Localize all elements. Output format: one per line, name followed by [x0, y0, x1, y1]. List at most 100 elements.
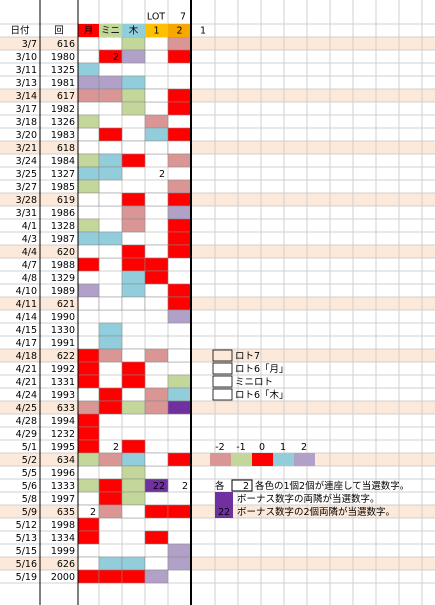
- cell: [144, 140, 169, 155]
- draw-number: 1988: [51, 260, 75, 271]
- date: 3/18: [16, 117, 37, 128]
- cell: [144, 556, 169, 571]
- cell: [77, 439, 100, 454]
- cell: [167, 400, 192, 415]
- cell: [98, 244, 123, 259]
- date: 5/13: [16, 533, 37, 544]
- header-label: 1: [200, 26, 206, 37]
- header-label: 2: [176, 26, 182, 37]
- cell: [144, 88, 169, 103]
- draw-number: 1980: [51, 52, 75, 63]
- legend-label: ロト6「月」: [235, 364, 289, 375]
- scale-swatch: [273, 453, 294, 466]
- date: 4/14: [16, 312, 37, 323]
- scale-swatch: [210, 453, 231, 466]
- cell: [144, 244, 169, 259]
- date: 5/15: [16, 546, 37, 557]
- cell: [98, 127, 123, 142]
- header-lot-num: 7: [180, 12, 186, 23]
- date: 4/21: [16, 364, 37, 375]
- cell: [98, 75, 123, 90]
- date: 5/19: [16, 572, 37, 583]
- date: 5/2: [22, 455, 37, 466]
- cell: [144, 114, 169, 129]
- cell: [167, 504, 192, 519]
- cell: [144, 530, 169, 545]
- cell-text: 2: [182, 481, 188, 492]
- date: 5/16: [16, 559, 37, 570]
- date: 3/25: [16, 169, 37, 180]
- draw-number: 619: [57, 195, 75, 206]
- cell: [121, 283, 146, 298]
- cell: [144, 504, 169, 519]
- cell: [77, 517, 100, 532]
- draw-number: 1983: [51, 130, 75, 141]
- cell: [121, 465, 146, 480]
- cell: [121, 491, 146, 506]
- header-cell: [99, 24, 122, 37]
- date: 4/18: [16, 351, 37, 362]
- cell: [167, 205, 192, 220]
- note-box-text: 22: [218, 507, 230, 518]
- cell: [121, 218, 146, 233]
- date: 5/1: [22, 442, 37, 453]
- draw-number: 1987: [51, 234, 75, 245]
- cell: [98, 504, 123, 519]
- note-box: [215, 505, 233, 518]
- draw-number: 617: [57, 91, 75, 102]
- date: 4/7: [22, 260, 37, 271]
- cell: [144, 478, 169, 493]
- draw-number: 1331: [51, 377, 75, 388]
- date: 3/21: [16, 143, 37, 154]
- cell: [167, 127, 192, 142]
- cell: [167, 101, 192, 116]
- header-cell: [122, 24, 145, 37]
- draw-number: 1325: [51, 65, 75, 76]
- cell: [144, 452, 169, 467]
- cell: [77, 88, 100, 103]
- date: 4/25: [16, 403, 37, 414]
- date: 4/8: [22, 273, 37, 284]
- cell: [144, 270, 169, 285]
- cell: [144, 569, 169, 584]
- date: 4/10: [16, 286, 37, 297]
- cell-text: 2: [113, 52, 119, 63]
- cell: [167, 543, 192, 558]
- cell: [121, 478, 146, 493]
- date: 3/20: [16, 130, 37, 141]
- cell: [77, 374, 100, 389]
- cell: [167, 283, 192, 298]
- cell: [98, 231, 123, 246]
- draw-number: 1989: [51, 286, 75, 297]
- cell: [77, 452, 100, 467]
- scale-label: -2: [215, 442, 224, 453]
- draw-number: 1981: [51, 78, 75, 89]
- cell: [121, 361, 146, 376]
- legend-label: ミニロト: [235, 377, 273, 388]
- cell: [121, 192, 146, 207]
- date: 3/10: [16, 52, 37, 63]
- cell: [77, 361, 100, 376]
- date: 3/28: [16, 195, 37, 206]
- cell: [167, 49, 192, 64]
- draw-number: 620: [57, 247, 75, 258]
- cell: [77, 75, 100, 90]
- header-lot: LOT: [147, 12, 165, 23]
- draw-number: 1986: [51, 208, 75, 219]
- scale-label: 1: [280, 442, 286, 453]
- draw-number: 635: [57, 507, 75, 518]
- date: 4/15: [16, 325, 37, 336]
- header-label: 月: [84, 26, 94, 37]
- cell: [77, 244, 100, 259]
- draw-number: 1334: [51, 533, 75, 544]
- cell: [98, 452, 123, 467]
- scale-label: -1: [236, 442, 245, 453]
- date: 5/8: [22, 494, 37, 505]
- note-box-text: 2: [243, 481, 249, 492]
- date: 3/11: [16, 65, 37, 76]
- cell: [77, 166, 100, 181]
- cell: [121, 205, 146, 220]
- draw-number: 622: [57, 351, 75, 362]
- cell: [77, 231, 100, 246]
